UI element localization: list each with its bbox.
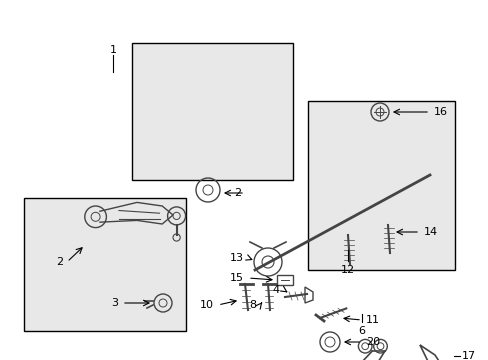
- Text: 12: 12: [340, 265, 354, 275]
- Text: 6: 6: [358, 326, 365, 336]
- Text: 1: 1: [109, 45, 116, 55]
- Text: 20: 20: [365, 337, 379, 347]
- Text: 15: 15: [229, 273, 244, 283]
- Text: 4: 4: [272, 285, 280, 295]
- Text: 11: 11: [365, 315, 379, 325]
- Text: 3: 3: [111, 298, 118, 308]
- Text: 2: 2: [56, 257, 63, 267]
- Text: 10: 10: [200, 300, 214, 310]
- Text: 17: 17: [461, 351, 475, 360]
- Text: 13: 13: [229, 253, 244, 263]
- Bar: [24, 198, 185, 331]
- Text: 8: 8: [248, 300, 256, 310]
- Bar: [132, 43, 293, 180]
- Text: 2: 2: [233, 188, 241, 198]
- Bar: [307, 101, 454, 270]
- Text: 16: 16: [433, 107, 447, 117]
- Text: 14: 14: [423, 227, 437, 237]
